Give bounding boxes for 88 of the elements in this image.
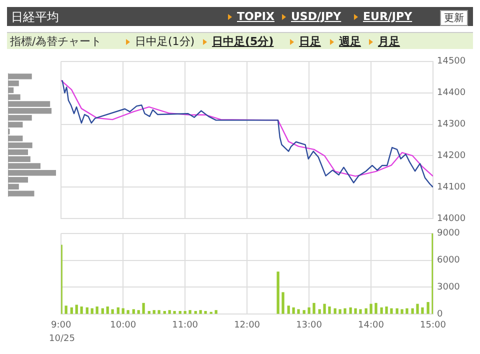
bar [359,309,362,314]
y-tick-label: 14000 [437,214,466,224]
bar [374,302,378,314]
text: TOPIX [237,10,274,23]
bar [214,310,218,314]
y-tick-label: 14200 [437,151,466,162]
bar [406,308,408,314]
y-tick-label: 14400 [437,88,466,98]
text: 日中足(5分) [212,35,274,48]
bar [173,310,176,314]
bar [86,307,88,314]
bar [308,307,310,314]
bar [297,309,300,314]
text: 日経平均 [11,9,59,26]
bar [396,308,398,314]
bar [344,308,346,314]
y-tick-label: 14100 [437,182,466,193]
y-tick-label: 6000 [437,256,460,266]
bar [126,310,130,314]
bar [116,307,120,314]
text: 指標/為替チャート [10,34,102,49]
text: 日足 [299,35,321,48]
bar [111,309,114,314]
bar [364,308,368,314]
bar [188,310,192,314]
bar [354,308,357,314]
bar [349,307,352,314]
x-tick-label: 9:00 [50,320,72,331]
bar [380,307,383,314]
bar [312,302,316,314]
x-tick-label: 12:00 [234,320,260,331]
bar [328,306,331,314]
bar [318,309,321,314]
x-tick-label: 14:00 [358,320,384,331]
bar [122,308,124,314]
bar [292,307,295,314]
bar [158,310,160,314]
text: 10/25 [49,334,75,344]
bar [163,310,166,314]
bar [390,308,393,314]
bar [370,304,372,314]
x-tick-label: 10:00 [110,320,136,331]
text: USD/JPY [291,10,342,23]
bar [334,308,336,314]
y-tick-label: 9000 [437,228,460,239]
bar [416,304,419,314]
bar [142,302,145,314]
text: 月足 [378,35,400,48]
bar [385,306,388,314]
bar [90,308,94,314]
bar [287,306,290,314]
bar [184,310,186,314]
bar [338,309,342,314]
text: 日中足(1分) [135,35,195,48]
bar [194,310,197,314]
bar [302,310,306,314]
text: EUR/JPY [363,10,412,23]
x-tick-label: 13:00 [296,320,322,331]
bar [64,306,68,314]
bar [400,309,404,314]
text: 週足 [339,35,361,48]
bar [132,309,135,314]
bar [323,304,326,314]
bar [106,306,109,314]
bar [282,292,284,314]
y-tick-label: 14500 [437,56,466,67]
bar [168,310,171,314]
y-tick-label: 14300 [437,120,466,130]
x-tick-label: 15:00 [420,320,446,331]
bar [204,310,207,314]
bar [276,272,280,314]
bar [426,302,430,314]
bar [80,306,83,314]
bar [199,310,202,314]
bar [411,308,414,314]
bar [75,304,78,314]
bar [101,308,104,314]
bar [148,310,150,314]
bar [421,307,424,314]
bar [152,310,156,314]
bar [137,310,140,314]
y-tick-label: 3000 [437,282,460,292]
y-tick-label: 0 [437,309,443,320]
text: 更新 [440,10,468,26]
bar [178,310,182,314]
bar [70,307,73,314]
x-tick-label: 11:00 [172,320,198,331]
bar [96,306,98,314]
